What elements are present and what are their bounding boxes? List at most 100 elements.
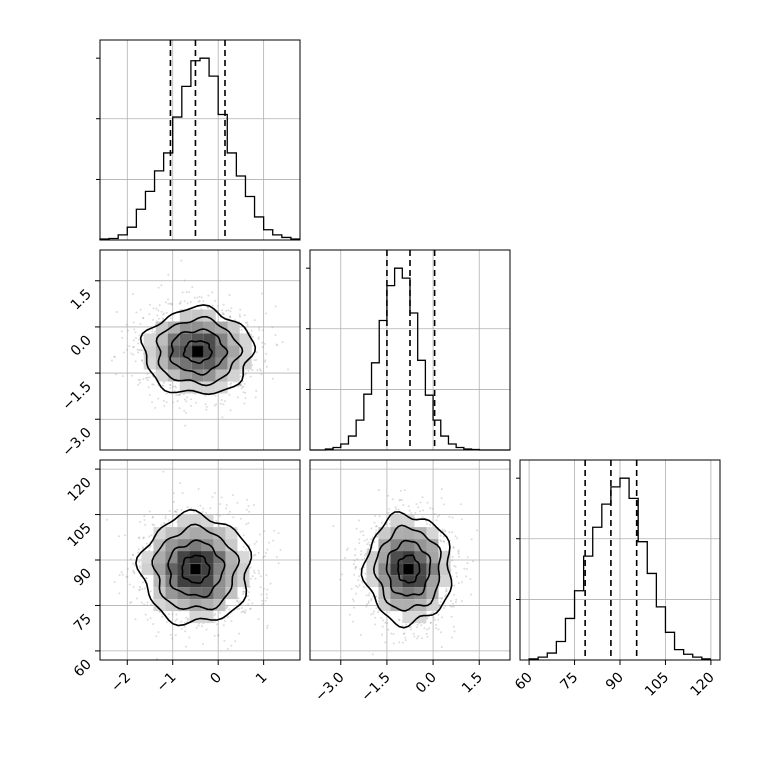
density-cell	[378, 527, 391, 540]
scatter-point	[239, 384, 242, 387]
scatter-point	[262, 602, 265, 605]
scatter-point	[476, 529, 479, 532]
density-cell	[390, 575, 403, 588]
scatter-point	[181, 291, 184, 294]
density-cell	[177, 527, 190, 540]
density-cell	[189, 587, 202, 600]
contour-level-1	[169, 328, 229, 376]
scatter-point	[377, 489, 380, 492]
scatter-point	[229, 383, 232, 386]
scatter-point	[429, 524, 431, 526]
scatter-point	[138, 537, 141, 540]
scatter-point	[350, 587, 353, 590]
scatter-point	[160, 523, 163, 526]
scatter-point	[439, 631, 442, 634]
scatter-point	[452, 546, 455, 549]
density-cell	[366, 575, 379, 588]
scatter-point	[438, 514, 440, 517]
scatter-point	[131, 374, 134, 377]
scatter-point	[346, 547, 349, 550]
scatter-point	[175, 513, 178, 516]
scatter-point	[240, 328, 243, 331]
scatter-point	[217, 633, 220, 636]
scatter-point	[126, 568, 129, 571]
scatter-point	[436, 515, 439, 518]
scatter-point	[195, 626, 198, 629]
scatter-point	[146, 372, 149, 375]
scatter-point	[458, 555, 461, 558]
scatter-point	[460, 581, 463, 584]
scatter-point	[144, 587, 146, 590]
scatter-point	[438, 604, 441, 607]
scatter-point	[165, 392, 168, 395]
density-cell	[153, 551, 166, 564]
density-cell	[153, 599, 166, 612]
scatter-point	[356, 558, 359, 561]
scatter-point	[358, 538, 361, 541]
scatter-point	[152, 623, 155, 625]
scatter-point	[402, 504, 405, 506]
scatter-point	[451, 556, 454, 558]
density-cell	[143, 333, 156, 346]
scatter-point	[183, 621, 186, 624]
scatter-point	[217, 304, 220, 307]
scatter-point	[238, 607, 241, 610]
scatter-point	[399, 489, 402, 492]
scatter-point	[214, 612, 217, 615]
scatter-point	[163, 399, 165, 402]
scatter-point	[174, 620, 177, 622]
density-peak	[403, 564, 414, 575]
scatter-point	[376, 611, 379, 614]
scatter-point	[469, 578, 472, 580]
scatter-point	[226, 605, 229, 608]
scatter-point	[245, 508, 248, 511]
scatter-point	[144, 613, 147, 616]
scatter-point	[402, 633, 405, 635]
scatter-point	[141, 588, 144, 590]
scatter-point	[156, 314, 159, 317]
scatter-point	[169, 302, 172, 305]
scatter-point	[142, 317, 145, 320]
scatter-point	[364, 572, 367, 575]
scatter-point	[355, 527, 358, 530]
scatter-point	[455, 598, 458, 601]
scatter-point	[239, 369, 242, 372]
scatter-point	[251, 369, 254, 372]
scatter-point	[172, 492, 175, 495]
density-cell	[153, 539, 166, 552]
scatter-point	[217, 634, 220, 637]
scatter-point	[375, 595, 378, 598]
scatter-point	[238, 313, 241, 316]
scatter-point	[374, 515, 377, 517]
scatter-point	[395, 508, 398, 511]
scatter-point	[97, 377, 99, 379]
scatter-point	[434, 627, 437, 630]
scatter-point	[259, 586, 262, 589]
density-cell	[378, 563, 391, 576]
scatter-point	[382, 619, 385, 622]
scatter-point	[366, 538, 369, 541]
scatter-point	[149, 303, 152, 306]
density-cell	[225, 587, 238, 600]
scatter-point	[134, 331, 137, 334]
scatter-point	[417, 506, 420, 509]
scatter-point	[358, 519, 360, 522]
scatter-point	[185, 400, 188, 403]
scatter-point	[453, 564, 456, 567]
scatter-point	[132, 554, 135, 557]
scatter-point	[184, 630, 187, 633]
scatter-point	[236, 396, 239, 399]
scatter-point	[435, 519, 438, 522]
pair-panel-1-0-frame	[99, 249, 301, 451]
scatter-point	[251, 575, 254, 578]
scatter-point	[180, 508, 183, 511]
scatter-point	[246, 498, 249, 501]
scatter-point	[387, 494, 390, 497]
scatter-point	[367, 549, 370, 552]
scatter-point	[450, 600, 452, 602]
scatter-point	[390, 632, 393, 635]
scatter-point	[145, 577, 148, 580]
scatter-point	[213, 634, 216, 637]
scatter-point	[222, 312, 225, 315]
scatter-point	[175, 511, 178, 513]
